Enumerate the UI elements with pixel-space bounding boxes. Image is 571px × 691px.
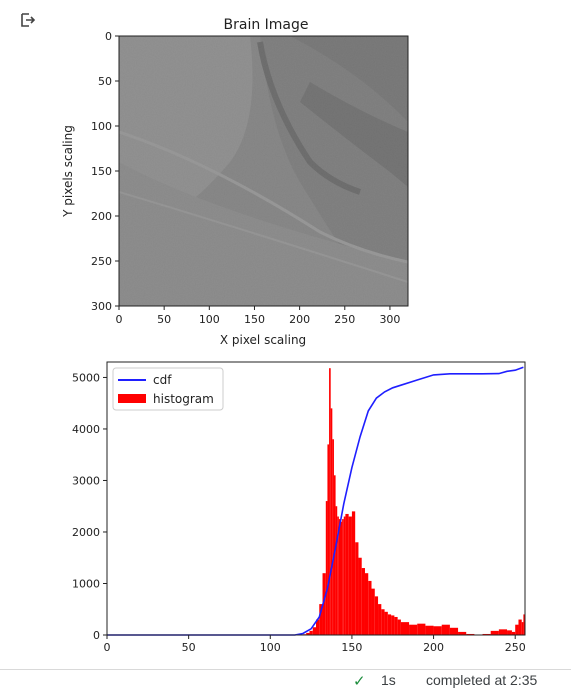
- cdf-line: [107, 366, 524, 636]
- legend-histogram-label: histogram: [153, 392, 214, 406]
- histogram-bar: [325, 501, 328, 635]
- hist-y-tick-label: 0: [93, 629, 100, 642]
- histogram-bar: [498, 629, 508, 635]
- histogram-bar: [355, 542, 359, 635]
- histogram-bar: [482, 633, 491, 635]
- brain-image: [119, 36, 408, 306]
- histogram-bar: [322, 573, 326, 635]
- image-y-tick-label: 200: [91, 210, 112, 223]
- histogram-bar: [507, 630, 512, 635]
- histogram-bar: [368, 580, 372, 635]
- histogram-bar: [351, 511, 356, 635]
- image-xlabel: X pixel scaling: [220, 333, 306, 347]
- histogram-bar: [378, 604, 382, 635]
- histogram-bar: [338, 519, 341, 635]
- image-y-tick-label: 50: [98, 75, 112, 88]
- image-x-tick-label: 0: [116, 313, 123, 326]
- hist-x-tick-label: 150: [341, 641, 362, 654]
- image-x-tick-label: 150: [244, 313, 265, 326]
- histogram-bar: [309, 630, 313, 635]
- histogram-bar: [466, 633, 475, 635]
- histogram-bar: [511, 631, 516, 635]
- histogram-bar: [316, 619, 320, 635]
- histogram-bar: [345, 513, 349, 635]
- histogram-bar: [409, 624, 418, 635]
- hist-x-tick-label: 0: [104, 641, 111, 654]
- image-y-tick-label: 250: [91, 255, 112, 268]
- image-y-tick-label: 150: [91, 165, 112, 178]
- histogram-bar: [361, 568, 365, 635]
- legend-cdf-label: cdf: [153, 373, 172, 387]
- image-y-tick-label: 0: [105, 30, 112, 43]
- histogram-bar: [518, 619, 522, 635]
- image-x-tick-label: 200: [289, 313, 310, 326]
- image-x-tick-label: 100: [199, 313, 220, 326]
- histogram-bar: [397, 619, 401, 635]
- histogram-bar: [523, 614, 525, 635]
- histogram-bar: [425, 625, 434, 635]
- hist-x-tick-label: 50: [182, 641, 196, 654]
- histogram-bar: [384, 611, 388, 635]
- histogram-bar: [371, 588, 375, 635]
- hist-y-tick-label: 4000: [72, 423, 100, 436]
- histogram-figure: 0 50 100 150 200 250 0 1000 2000 3000 4000 5000 cdf…: [72, 361, 526, 654]
- cell-output: Brain Image 0 50 100 150 200 250 300 0 50 100 150 2…: [0, 11, 571, 670]
- histogram-bar: [335, 506, 338, 635]
- histogram-bar: [327, 444, 330, 635]
- brain-image-figure: Brain Image 0 50 100 150 200 250 300 0 50 100 150 2…: [61, 17, 409, 347]
- hist-x-tick-label: 100: [260, 641, 281, 654]
- histogram-bar: [364, 573, 369, 635]
- histogram-bar: [348, 516, 352, 635]
- histogram-bar: [433, 626, 442, 635]
- histogram-bar: [387, 614, 392, 635]
- histogram-bar: [319, 604, 323, 635]
- image-ylabel: Y pixels scaling: [61, 125, 75, 218]
- histogram-bar: [449, 627, 459, 635]
- histogram-bar: [441, 624, 450, 635]
- histogram-bar: [521, 622, 524, 635]
- hist-y-tick-label: 1000: [72, 577, 100, 590]
- completed-time: completed at 2:35: [426, 672, 538, 688]
- histogram-bar: [332, 439, 334, 635]
- histogram-bar: [342, 519, 344, 635]
- image-x-tick-label: 300: [379, 313, 400, 326]
- legend-histogram-swatch: [118, 394, 146, 403]
- image-x-tick-label: 50: [157, 313, 171, 326]
- histogram-bar: [358, 557, 362, 635]
- histogram-bar: [340, 521, 343, 635]
- image-y-tick-label: 100: [91, 120, 112, 133]
- status-bar: ✓ 1s completed at 2:35: [0, 670, 571, 691]
- image-x-tick-label: 250: [334, 313, 355, 326]
- hist-y-tick-label: 2000: [72, 526, 100, 539]
- histogram-bar: [306, 632, 310, 635]
- check-icon: ✓: [353, 673, 366, 690]
- histogram-bar: [337, 516, 339, 635]
- histogram-bar: [312, 627, 316, 635]
- histogram-bar: [490, 630, 499, 635]
- legend: cdf histogram: [112, 367, 224, 411]
- histogram-bar: [391, 615, 395, 635]
- image-title: Brain Image: [224, 17, 309, 33]
- histogram-bar: [458, 631, 467, 635]
- image-y-tick-label: 300: [91, 300, 112, 313]
- hist-x-tick-label: 200: [423, 641, 444, 654]
- histogram-bar: [417, 623, 426, 635]
- histogram-bar: [329, 368, 331, 635]
- hist-y-tick-label: 3000: [72, 474, 100, 487]
- histogram-bar: [381, 609, 385, 635]
- histogram-bar: [330, 408, 333, 635]
- histogram-bar: [400, 622, 410, 635]
- histogram-bar: [394, 616, 398, 635]
- histogram-bar: [343, 516, 346, 635]
- histogram-bar: [374, 596, 379, 635]
- hist-y-tick-label: 5000: [72, 371, 100, 384]
- histogram-bar: [515, 624, 519, 635]
- hist-x-tick-label: 250: [505, 641, 526, 654]
- output-redirect-icon[interactable]: [19, 11, 37, 29]
- run-duration: 1s: [381, 672, 396, 688]
